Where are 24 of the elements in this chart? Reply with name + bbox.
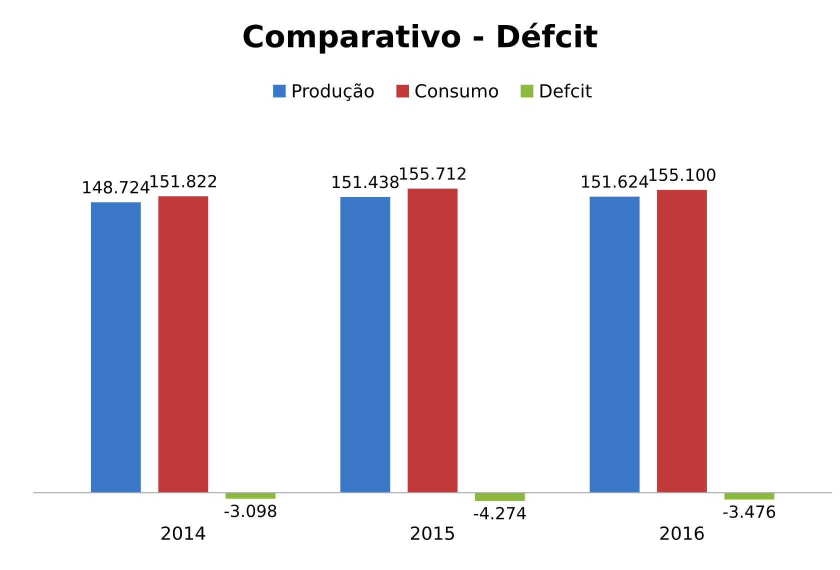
data-label: 151.822 — [150, 174, 216, 188]
legend-label: Defcit — [540, 84, 592, 98]
data-label: -4.274 — [474, 506, 526, 520]
bar — [408, 188, 458, 493]
chart-title: Comparativo - Défcit — [244, 22, 598, 54]
bar — [590, 196, 640, 493]
x-tick-label: 2014 — [162, 526, 206, 540]
data-label: 148.724 — [83, 180, 150, 194]
data-label: 155.100 — [649, 168, 716, 182]
legend-label: Produção — [292, 83, 374, 101]
data-label: 155.712 — [400, 167, 466, 180]
data-label: -3.098 — [224, 504, 276, 518]
bar — [340, 196, 390, 493]
bar — [226, 492, 276, 499]
data-label: -3.476 — [723, 505, 776, 518]
bar — [474, 492, 525, 502]
x-tick-label: 2016 — [660, 526, 704, 540]
data-label: 151.624 — [582, 175, 648, 188]
data-label: 151.438 — [332, 176, 399, 188]
x-tick-label: 2015 — [410, 526, 454, 540]
legend-label: Consumo — [415, 84, 498, 98]
bar — [657, 190, 707, 493]
bar — [90, 202, 141, 493]
bar — [158, 196, 208, 493]
